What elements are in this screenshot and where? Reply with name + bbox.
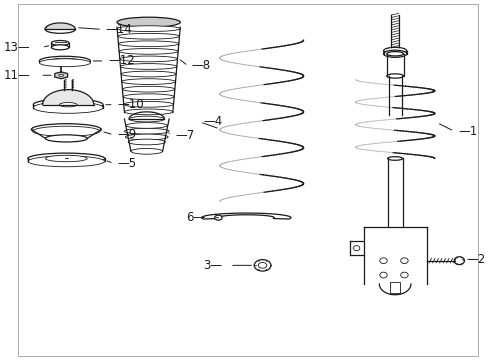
Text: 6—: 6—: [186, 211, 205, 224]
Ellipse shape: [214, 215, 222, 220]
Text: —12: —12: [108, 54, 135, 67]
Ellipse shape: [119, 49, 178, 54]
Text: —9: —9: [117, 128, 137, 141]
Ellipse shape: [51, 45, 69, 50]
Ellipse shape: [131, 148, 162, 154]
Ellipse shape: [352, 246, 359, 251]
Ellipse shape: [124, 109, 172, 115]
Text: —10: —10: [117, 98, 144, 111]
Ellipse shape: [33, 99, 103, 111]
Text: —7: —7: [175, 129, 194, 142]
Ellipse shape: [383, 47, 406, 54]
Ellipse shape: [39, 56, 90, 66]
Ellipse shape: [33, 126, 100, 136]
Ellipse shape: [45, 26, 75, 33]
Ellipse shape: [120, 64, 177, 69]
Ellipse shape: [254, 260, 270, 271]
Text: 13—: 13—: [3, 41, 30, 54]
Ellipse shape: [59, 74, 63, 76]
Ellipse shape: [28, 156, 104, 167]
Ellipse shape: [31, 124, 101, 135]
Ellipse shape: [383, 50, 406, 57]
Ellipse shape: [129, 116, 164, 122]
Text: —1: —1: [457, 125, 476, 138]
Ellipse shape: [59, 103, 77, 107]
Ellipse shape: [33, 102, 103, 113]
Ellipse shape: [387, 157, 402, 160]
Text: —4: —4: [203, 116, 223, 129]
Ellipse shape: [121, 71, 176, 77]
Ellipse shape: [123, 94, 174, 100]
Ellipse shape: [51, 41, 69, 45]
Ellipse shape: [128, 139, 165, 145]
Ellipse shape: [28, 153, 104, 164]
Text: —2: —2: [466, 253, 485, 266]
Ellipse shape: [124, 129, 169, 134]
Polygon shape: [55, 72, 67, 79]
Ellipse shape: [258, 262, 266, 268]
Ellipse shape: [50, 58, 80, 64]
Ellipse shape: [379, 272, 386, 278]
Ellipse shape: [117, 26, 180, 32]
Text: —14: —14: [105, 23, 132, 36]
Ellipse shape: [122, 79, 175, 85]
Text: 11—: 11—: [3, 69, 30, 82]
Ellipse shape: [118, 41, 179, 47]
Ellipse shape: [379, 258, 386, 264]
Ellipse shape: [45, 155, 87, 162]
Ellipse shape: [122, 86, 175, 92]
Text: —5: —5: [117, 157, 136, 170]
Ellipse shape: [123, 102, 173, 107]
Text: 3—: 3—: [203, 259, 222, 272]
Ellipse shape: [386, 51, 403, 56]
Ellipse shape: [117, 17, 180, 27]
Text: —8: —8: [191, 59, 211, 72]
Ellipse shape: [125, 134, 168, 140]
Bar: [390, 282, 399, 293]
Ellipse shape: [120, 56, 177, 62]
Ellipse shape: [400, 258, 407, 264]
Ellipse shape: [453, 257, 464, 265]
Ellipse shape: [39, 59, 90, 67]
Ellipse shape: [118, 33, 179, 39]
Ellipse shape: [386, 74, 403, 78]
Ellipse shape: [400, 272, 407, 278]
Polygon shape: [201, 213, 290, 219]
Ellipse shape: [126, 123, 167, 129]
Ellipse shape: [45, 135, 87, 142]
